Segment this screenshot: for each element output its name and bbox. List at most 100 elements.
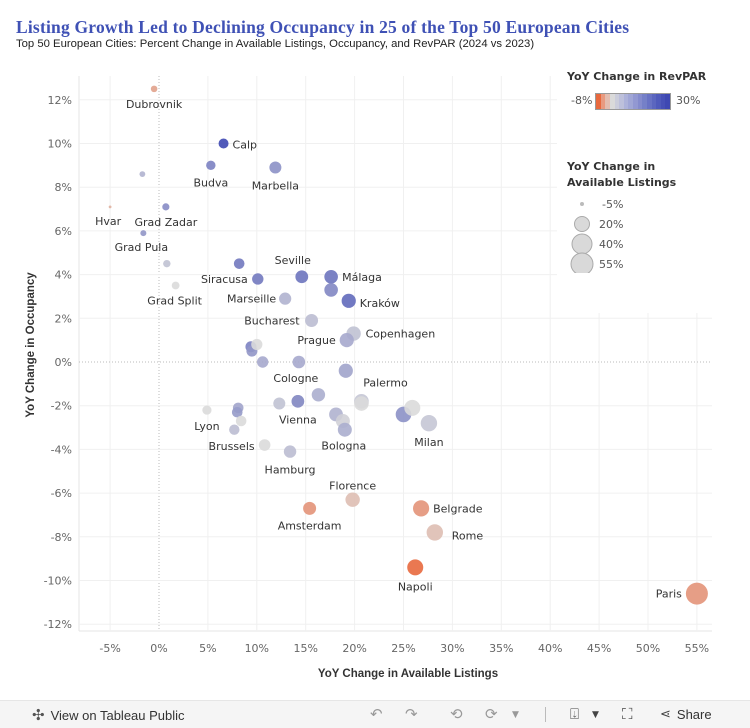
x-axis-ticks: -5% 0% 5% 10% 15% 20% 25% 30% 35% 40% 45% 50% 55% bbox=[99, 642, 709, 655]
x-tick-label: 10% bbox=[245, 642, 269, 655]
data-point[interactable] bbox=[305, 313, 319, 327]
data-point[interactable] bbox=[229, 424, 240, 435]
point-label: Amsterdam bbox=[278, 519, 342, 532]
data-point[interactable] bbox=[303, 501, 317, 515]
point-label: Grad Zadar bbox=[134, 216, 197, 229]
toolbar-divider bbox=[545, 707, 546, 722]
color-ramp-step bbox=[665, 94, 670, 109]
point-label: Belgrade bbox=[433, 502, 483, 515]
share-icon: ⋖ bbox=[660, 706, 671, 721]
data-points bbox=[108, 85, 708, 605]
data-point[interactable] bbox=[202, 405, 212, 415]
point-label: Dubrovnik bbox=[126, 98, 183, 111]
gridlines bbox=[78, 76, 712, 632]
data-point[interactable] bbox=[162, 203, 170, 211]
data-point[interactable] bbox=[292, 355, 306, 369]
point-label: Grad Pula bbox=[115, 241, 168, 254]
data-point[interactable] bbox=[235, 415, 247, 427]
size-legend-circle bbox=[571, 233, 593, 255]
data-point[interactable] bbox=[338, 363, 353, 378]
data-point[interactable] bbox=[407, 559, 424, 576]
data-point[interactable] bbox=[354, 396, 369, 411]
data-point[interactable] bbox=[218, 138, 229, 149]
view-on-tableau-button[interactable]: ✣ View on Tableau Public bbox=[32, 706, 185, 724]
data-point[interactable] bbox=[108, 205, 112, 209]
undo-icon[interactable]: ↶ bbox=[370, 705, 383, 723]
color-ramp-step bbox=[609, 94, 615, 109]
point-label: Prague bbox=[297, 334, 336, 347]
color-ramp-step bbox=[596, 94, 601, 109]
x-tick-label: -5% bbox=[99, 642, 120, 655]
color-legend-title: YoY Change in RevPAR bbox=[567, 70, 707, 83]
tableau-toolbar: ✣ View on Tableau Public ↶ ↷ ⟲ ⟳ ▼ ⍗ ▼ ⛶… bbox=[0, 700, 750, 728]
data-point[interactable] bbox=[140, 230, 147, 237]
color-ramp-step bbox=[660, 94, 666, 109]
data-point[interactable] bbox=[273, 397, 286, 410]
point-label: Marseille bbox=[227, 293, 276, 306]
data-point[interactable] bbox=[291, 395, 305, 408]
data-point[interactable] bbox=[150, 85, 158, 93]
refresh-icon[interactable]: ⟳ bbox=[485, 705, 498, 723]
data-point[interactable] bbox=[258, 439, 271, 451]
point-label: Hvar bbox=[95, 215, 122, 228]
point-label: Málaga bbox=[342, 271, 382, 284]
data-point[interactable] bbox=[413, 500, 430, 517]
download-dropdown-icon[interactable]: ▼ bbox=[592, 710, 599, 720]
color-ramp-step bbox=[600, 94, 606, 109]
fullscreen-icon[interactable]: ⛶ bbox=[622, 705, 633, 723]
color-ramp-step bbox=[656, 94, 661, 109]
data-point[interactable] bbox=[345, 492, 360, 507]
data-point[interactable] bbox=[337, 422, 352, 437]
data-point[interactable] bbox=[420, 414, 438, 432]
color-ramp-step bbox=[623, 94, 629, 109]
color-ramp-step bbox=[628, 94, 633, 109]
data-point[interactable] bbox=[324, 283, 338, 297]
chart-subtitle: Top 50 European Cities: Percent Change i… bbox=[16, 38, 535, 50]
data-point[interactable] bbox=[339, 333, 354, 348]
color-ramp-step bbox=[651, 94, 657, 109]
data-point[interactable] bbox=[233, 258, 245, 269]
data-point[interactable] bbox=[231, 406, 243, 418]
data-point[interactable] bbox=[426, 524, 443, 541]
point-label: Marbella bbox=[252, 180, 299, 193]
size-legend-label: -5% bbox=[602, 198, 624, 211]
data-point[interactable] bbox=[341, 293, 356, 308]
data-point[interactable] bbox=[279, 292, 292, 305]
refresh-dropdown-icon[interactable]: ▼ bbox=[512, 710, 519, 720]
data-point[interactable] bbox=[283, 445, 297, 458]
data-point[interactable] bbox=[685, 582, 708, 605]
data-point[interactable] bbox=[163, 259, 171, 268]
y-tick-label: 0% bbox=[55, 356, 72, 369]
size-legend-label: 20% bbox=[599, 218, 624, 231]
data-point[interactable] bbox=[324, 269, 338, 284]
data-point[interactable] bbox=[295, 270, 309, 284]
revert-icon[interactable]: ⟲ bbox=[450, 705, 463, 723]
point-label: Lyon bbox=[194, 420, 219, 433]
size-legend-symbols bbox=[570, 202, 594, 273]
x-tick-label: 15% bbox=[293, 642, 317, 655]
y-tick-label: 4% bbox=[55, 269, 72, 282]
data-point[interactable] bbox=[269, 161, 282, 174]
redo-icon[interactable]: ↷ bbox=[405, 705, 418, 723]
point-label: Palermo bbox=[363, 376, 408, 389]
data-point[interactable] bbox=[251, 338, 263, 351]
point-label: Milan bbox=[414, 436, 443, 449]
x-tick-label: 40% bbox=[538, 642, 562, 655]
data-point[interactable] bbox=[171, 281, 180, 290]
data-point[interactable] bbox=[311, 388, 326, 402]
download-icon[interactable]: ⍗ bbox=[570, 705, 580, 723]
x-tick-label: 5% bbox=[199, 642, 216, 655]
data-point[interactable] bbox=[404, 399, 421, 416]
share-button[interactable]: ⋖ Share bbox=[660, 706, 712, 722]
color-legend-max: 30% bbox=[676, 94, 701, 107]
y-tick-label: -12% bbox=[44, 618, 72, 631]
point-label: Seville bbox=[275, 254, 311, 267]
data-point[interactable] bbox=[206, 160, 216, 171]
data-point[interactable] bbox=[252, 273, 264, 285]
data-point[interactable] bbox=[256, 356, 269, 368]
color-ramp-step bbox=[646, 94, 652, 109]
color-ramp-step bbox=[605, 94, 610, 109]
x-tick-label: 55% bbox=[685, 642, 709, 655]
data-point[interactable] bbox=[139, 171, 146, 177]
color-ramp-step bbox=[614, 94, 620, 109]
